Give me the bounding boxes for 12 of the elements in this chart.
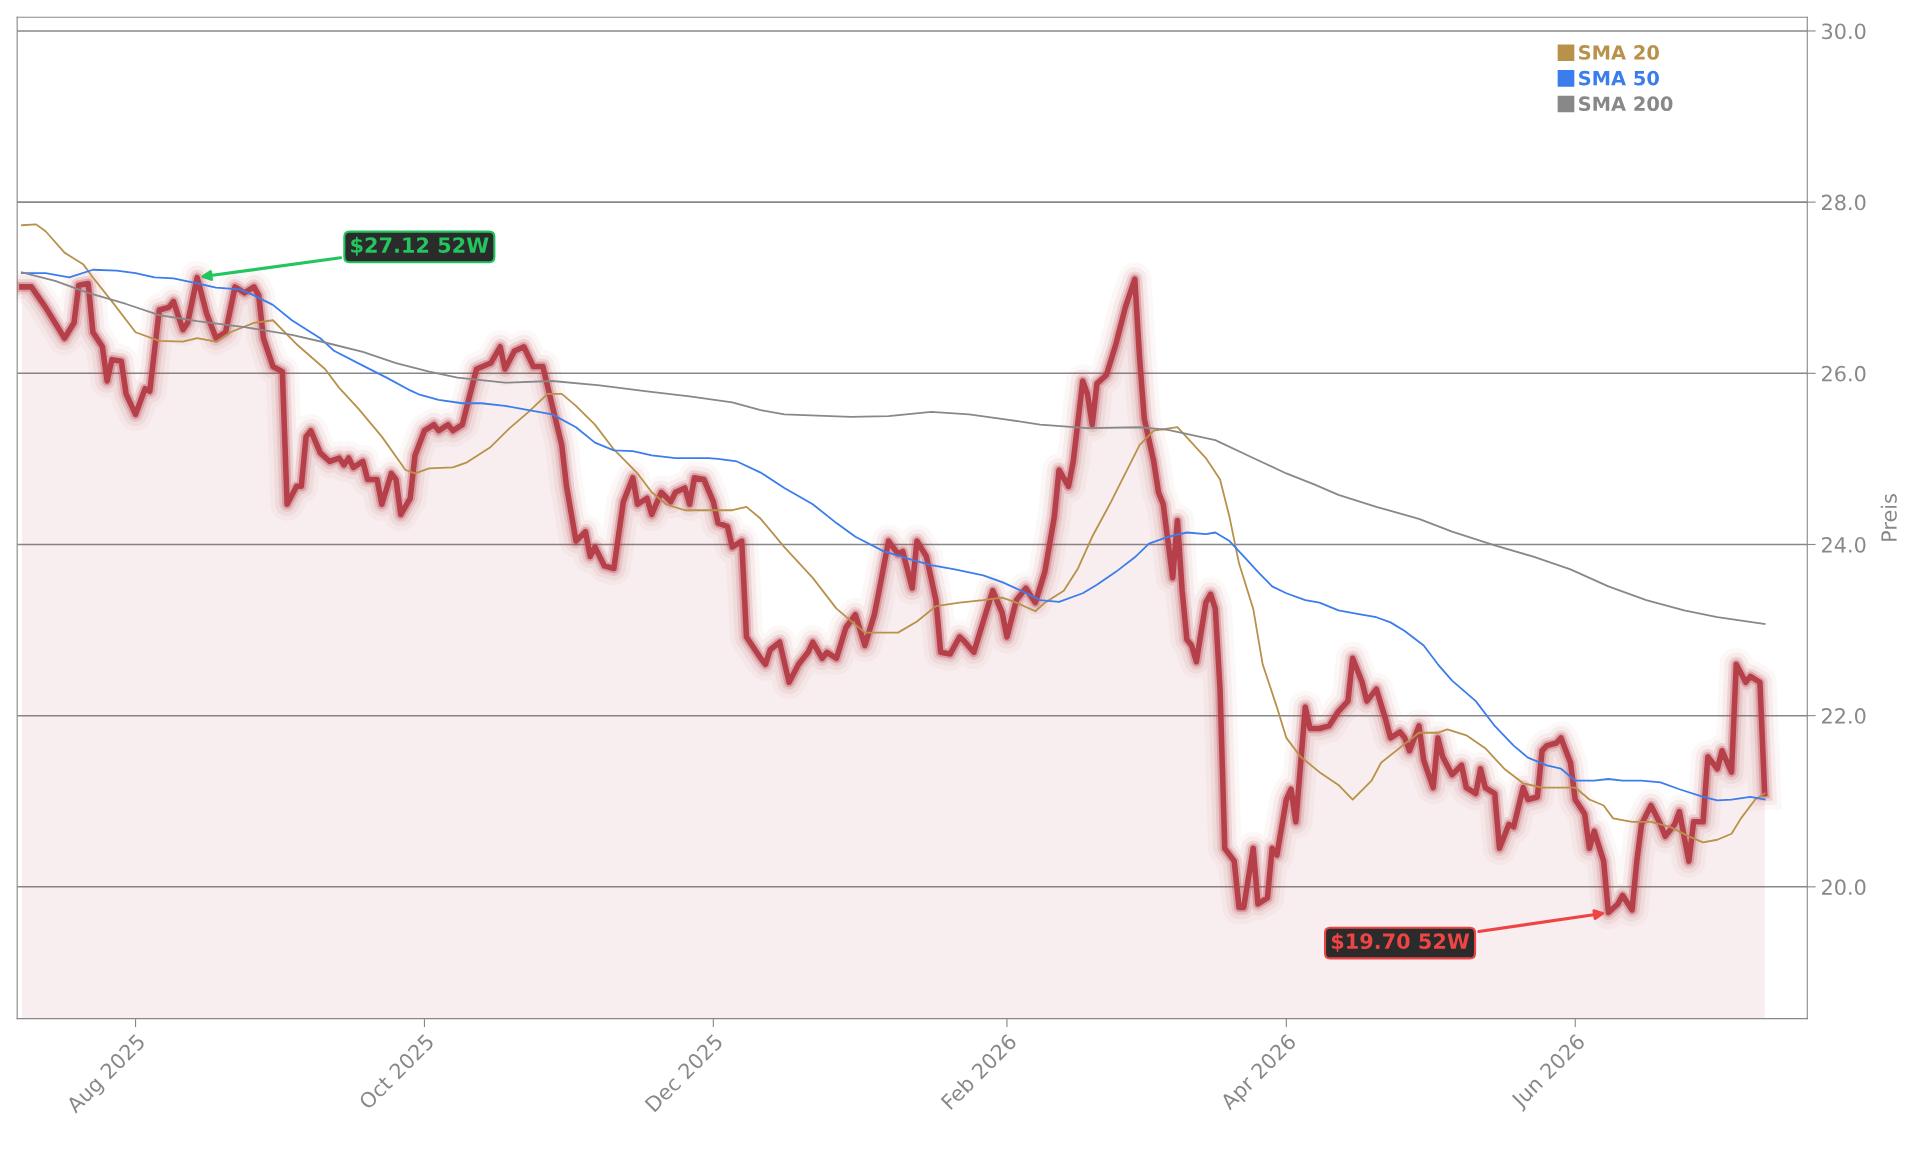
legend-label: SMA 50 xyxy=(1579,70,1659,86)
y-tick-label: 28.0 xyxy=(1822,194,1866,211)
y-tick-label: 24.0 xyxy=(1822,536,1866,553)
legend-label: SMA 200 xyxy=(1579,96,1673,112)
y-tick-label: 30.0 xyxy=(1822,23,1866,40)
y-tick-label: 26.0 xyxy=(1822,365,1866,382)
y-tick-label: 20.0 xyxy=(1822,879,1866,896)
annotation: $27.12 52W xyxy=(351,236,489,256)
y-tick-label: 22.0 xyxy=(1822,708,1866,724)
legend-label: SMA 20 xyxy=(1579,45,1659,60)
y-axis-title: Preis xyxy=(1880,494,1897,541)
annotation: $19.70 52W xyxy=(1331,932,1470,952)
